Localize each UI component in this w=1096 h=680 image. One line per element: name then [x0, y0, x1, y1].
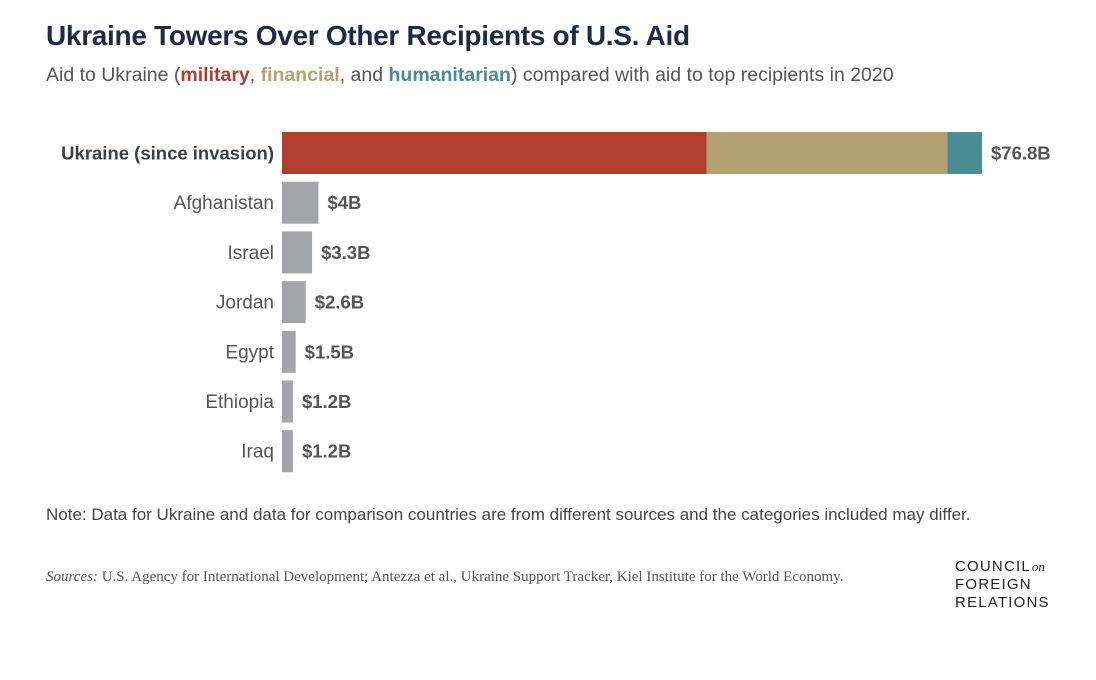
bar-egypt	[282, 330, 296, 373]
bar-ethiopia	[282, 380, 293, 423]
subtitle-suffix: ) compared with aid to top recipients in…	[510, 64, 894, 86]
category-label-afghanistan: Afghanistan	[174, 193, 274, 214]
chart-subtitle: Aid to Ukraine (military, financial, and…	[46, 64, 894, 87]
category-label-israel: Israel	[228, 243, 274, 264]
legend-humanitarian: humanitarian	[388, 64, 511, 86]
value-label-egypt: $1.5B	[305, 341, 354, 362]
sources-label: Sources:	[46, 569, 98, 585]
logo-line3: RELATIONS	[955, 594, 1050, 611]
chart-sources: Sources: U.S. Agency for International D…	[46, 568, 916, 586]
bar-afghanistan	[282, 181, 319, 224]
cfr-logo: COUNCILon FOREIGN RELATIONS	[955, 558, 1050, 612]
value-label-iraq: $1.2B	[302, 441, 351, 462]
bar-ukraine-financial	[706, 132, 948, 174]
value-label-ukraine-since-invasion: $76.8B	[991, 143, 1051, 164]
category-label-egypt: Egypt	[225, 342, 274, 363]
legend-financial: financial	[260, 64, 340, 86]
sources-text: U.S. Agency for International Developmen…	[97, 569, 844, 585]
category-label-jordan: Jordan	[216, 293, 274, 314]
category-label-ethiopia: Ethiopia	[205, 392, 274, 413]
logo-line2: FOREIGN	[955, 576, 1032, 593]
bar-jordan	[282, 281, 306, 324]
logo-line1: COUNCIL	[955, 558, 1031, 575]
bar-chart: Ukraine (since invasion) $76.8B Afghanista…	[61, 132, 1051, 473]
bar-ukraine-humanitarian	[947, 132, 982, 174]
subtitle-sep2: , and	[339, 64, 389, 86]
category-label-iraq: Iraq	[241, 442, 274, 463]
bar-ukraine-military	[282, 132, 707, 174]
legend-military: military	[180, 64, 250, 86]
value-label-israel: $3.3B	[321, 242, 370, 263]
logo-on: on	[1031, 559, 1045, 574]
value-label-ethiopia: $1.2B	[302, 391, 351, 412]
chart-note: Note: Data for Ukraine and data for comp…	[46, 505, 971, 524]
chart-title: Ukraine Towers Over Other Recipients of …	[46, 20, 690, 51]
subtitle-prefix: Aid to Ukraine (	[46, 64, 181, 86]
value-label-jordan: $2.6B	[315, 292, 364, 313]
value-label-afghanistan: $4B	[327, 192, 361, 213]
bar-israel	[282, 231, 313, 274]
subtitle-sep1: ,	[249, 64, 261, 86]
bar-iraq	[282, 430, 293, 473]
category-label-ukraine-since-invasion: Ukraine (since invasion)	[61, 143, 274, 164]
